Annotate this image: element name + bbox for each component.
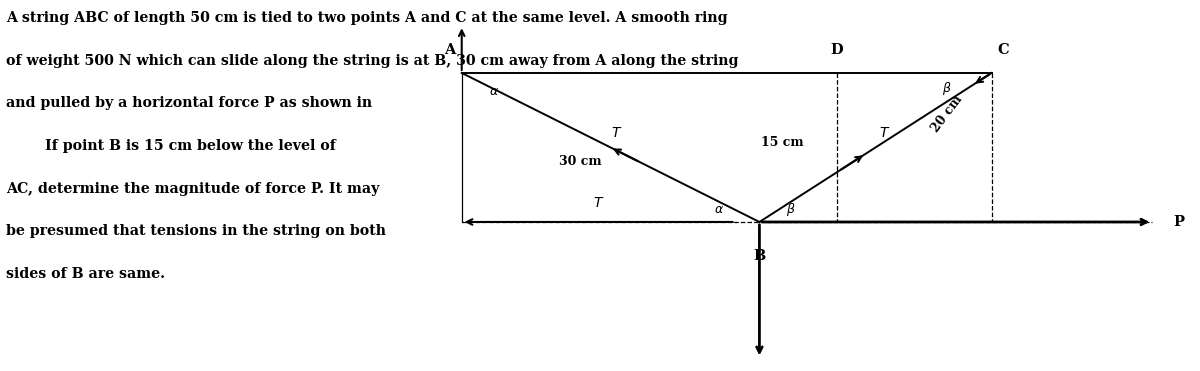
Text: $\beta$: $\beta$	[786, 201, 796, 218]
Text: AC, determine the magnitude of force P. It may: AC, determine the magnitude of force P. …	[6, 182, 379, 196]
Text: 20 cm: 20 cm	[929, 93, 965, 135]
Text: $T$: $T$	[611, 126, 623, 140]
Text: 15 cm: 15 cm	[762, 136, 804, 149]
Text: sides of B are same.: sides of B are same.	[6, 267, 166, 281]
Text: $T$: $T$	[593, 196, 605, 210]
Text: 30 cm: 30 cm	[559, 155, 602, 168]
Text: $\alpha$: $\alpha$	[714, 203, 724, 216]
Text: C: C	[997, 43, 1009, 57]
Text: be presumed that tensions in the string on both: be presumed that tensions in the string …	[6, 224, 386, 239]
Text: $\beta$: $\beta$	[942, 80, 952, 97]
Text: of weight 500 N which can slide along the string is at B, 30 cm away from A alon: of weight 500 N which can slide along th…	[6, 54, 738, 68]
Text: $\alpha$: $\alpha$	[490, 85, 499, 98]
Text: $T$: $T$	[878, 126, 890, 140]
Text: and pulled by a horizontal force P as shown in: and pulled by a horizontal force P as sh…	[6, 96, 372, 111]
Text: A string ABC of length 50 cm is tied to two points A and C at the same level. A : A string ABC of length 50 cm is tied to …	[6, 11, 727, 25]
Text: P: P	[1174, 215, 1184, 229]
Text: A: A	[444, 43, 456, 57]
Text: B: B	[754, 249, 766, 263]
Text: If point B is 15 cm below the level of: If point B is 15 cm below the level of	[6, 139, 336, 153]
Text: D: D	[830, 43, 844, 57]
